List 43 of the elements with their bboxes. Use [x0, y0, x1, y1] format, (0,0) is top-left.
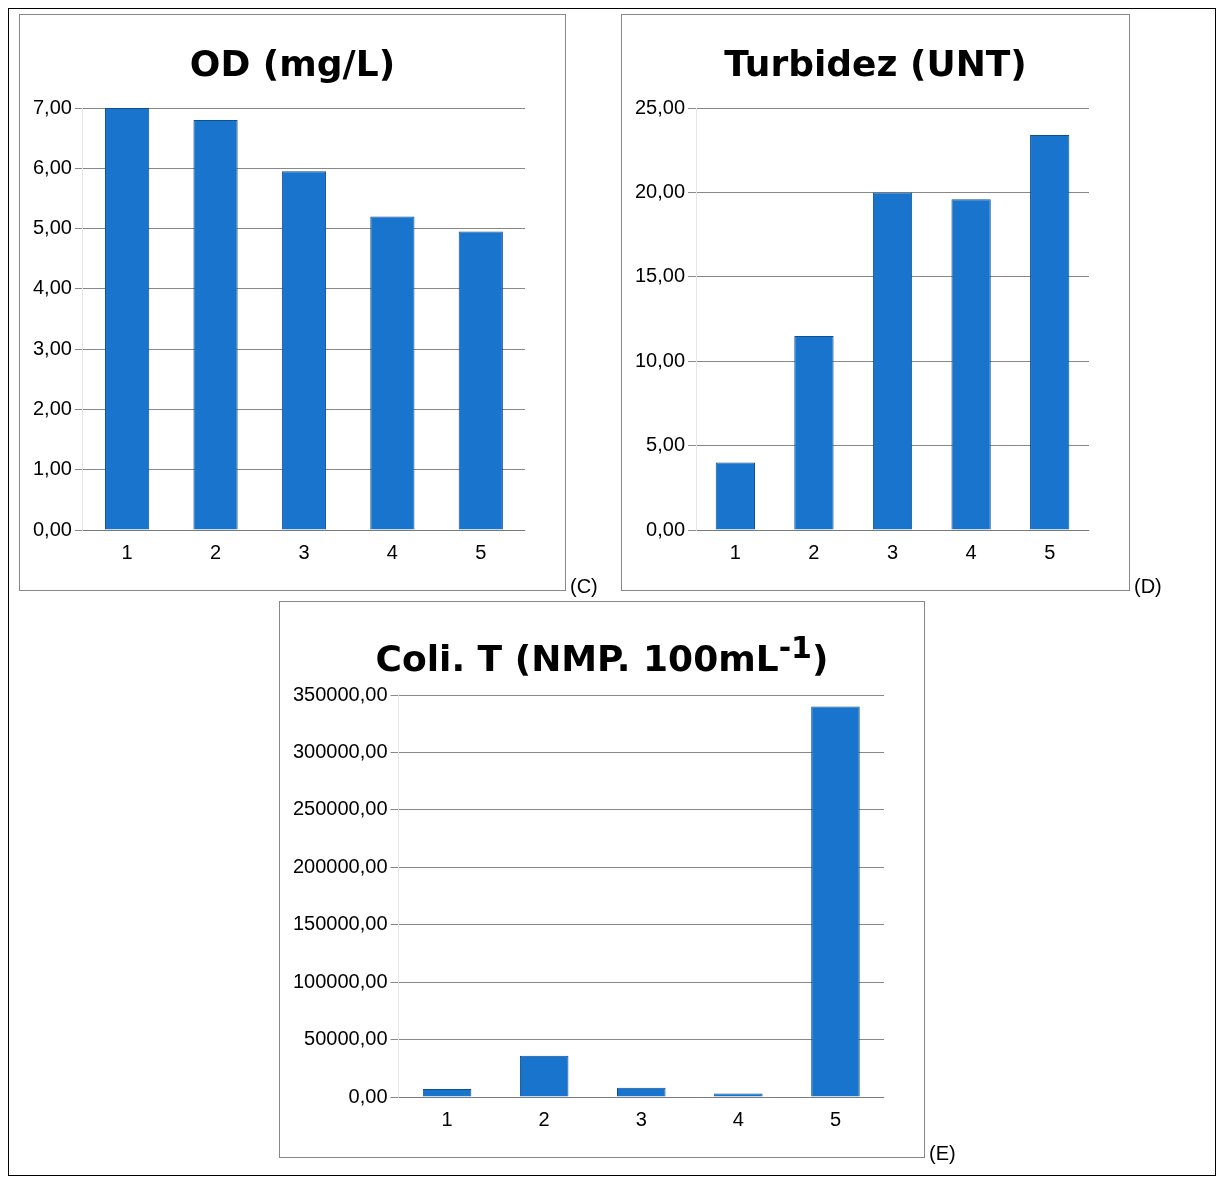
- y-tick-label: 10,00: [634, 348, 686, 371]
- x-tick-label: 4: [386, 540, 398, 563]
- x-tick-label: 1: [729, 540, 741, 563]
- y-tick-label: 0,00: [646, 517, 686, 540]
- y-tick-label: 100000,00: [292, 969, 388, 992]
- y-tick-label: 250000,00: [292, 797, 388, 820]
- x-tick-label: 5: [1044, 540, 1056, 563]
- y-tick-label: 5,00: [32, 216, 72, 239]
- x-tick-label: 1: [121, 540, 133, 563]
- x-tick-label: 3: [298, 540, 310, 563]
- y-tick-label: 350000,00: [292, 682, 388, 705]
- y-tick-label: 2,00: [32, 396, 72, 419]
- y-tick-label: 4,00: [32, 276, 72, 299]
- x-tick-label: 1: [441, 1107, 453, 1130]
- x-tick-label: 5: [475, 540, 487, 563]
- y-tick-label: 5,00: [646, 433, 686, 456]
- chart-title: Coli. T (NMP. 100mL$^{-1}$): [374, 630, 830, 680]
- y-tick-label: 6,00: [32, 155, 72, 178]
- y-tick-label: 15,00: [634, 264, 686, 287]
- y-tick-label: 0,00: [32, 517, 72, 540]
- x-tick-label: 3: [635, 1107, 647, 1130]
- y-tick-label: 3,00: [32, 336, 72, 359]
- x-tick-label: 5: [829, 1107, 842, 1130]
- chart-title: OD (mg/L): [188, 43, 397, 86]
- y-tick-label: 25,00: [634, 95, 686, 118]
- text: (D): [1134, 575, 1162, 598]
- x-tick-label: 2: [538, 1107, 550, 1130]
- text: (C): [570, 575, 598, 598]
- x-tick-label: 4: [965, 540, 977, 563]
- y-tick-label: 1,00: [32, 457, 72, 480]
- x-tick-label: 4: [732, 1107, 744, 1130]
- x-tick-label: 2: [209, 540, 222, 563]
- y-tick-label: 300000,00: [292, 739, 388, 762]
- y-tick-label: 20,00: [634, 179, 686, 202]
- y-tick-label: 50000,00: [304, 1027, 388, 1050]
- y-tick-label: 150000,00: [292, 912, 388, 935]
- text: (E): [929, 1142, 956, 1165]
- chart-title: Turbidez (UNT): [723, 43, 1028, 86]
- y-tick-label: 200000,00: [292, 854, 388, 877]
- x-tick-label: 3: [886, 540, 899, 563]
- y-tick-label: 0,00: [348, 1084, 388, 1107]
- x-tick-label: 2: [808, 540, 820, 563]
- y-tick-label: 7,00: [32, 95, 72, 118]
